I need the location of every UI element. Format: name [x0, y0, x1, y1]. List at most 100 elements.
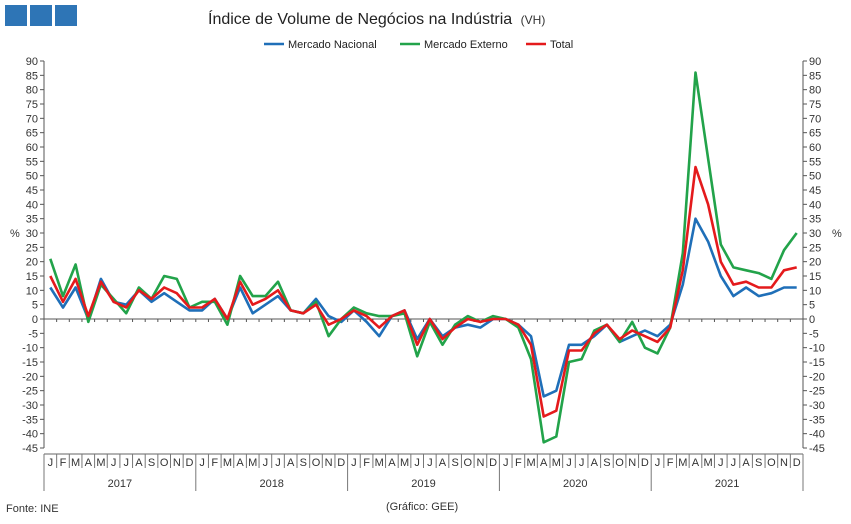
x-tick-label-month: J — [414, 457, 420, 469]
y-tick-label-right: 90 — [809, 56, 821, 68]
y-tick-label-left: 70 — [26, 113, 38, 125]
y-tick-label-right: -10 — [809, 343, 825, 355]
chart-title: Índice de Volume de Negócios na Indústri… — [208, 9, 545, 28]
y-tick-label-right: 15 — [809, 271, 821, 283]
y-tick-label-right: -30 — [809, 400, 825, 412]
x-tick-label-month: A — [236, 457, 244, 469]
graph-credit: (Gráfico: GEE) — [386, 501, 458, 513]
y-tick-label-right: 25 — [809, 242, 821, 254]
x-tick-label-month: J — [503, 457, 509, 469]
x-tick-label-month: J — [275, 457, 281, 469]
x-tick-label-month: N — [780, 457, 788, 469]
y-tick-label-left: 5 — [32, 300, 38, 312]
y-tick-label-right: -35 — [809, 414, 825, 426]
y-tick-label-left: -5 — [28, 328, 38, 340]
legend: Mercado Nacional Mercado Externo Total — [264, 39, 573, 51]
x-tick-label-month: A — [742, 457, 750, 469]
logo-square — [5, 5, 27, 26]
y-tick-label-right: 45 — [809, 185, 821, 197]
x-tick-label-month: J — [111, 457, 117, 469]
y-tick-label-left: -25 — [22, 386, 38, 398]
x-tick-label-month: M — [678, 457, 687, 469]
chart-title-suffix: (VH) — [521, 13, 546, 27]
x-tick-label-year: 2020 — [563, 478, 587, 490]
y-tick-label-right: 70 — [809, 113, 821, 125]
series-line-total — [49, 165, 797, 418]
x-tick-label-month: N — [325, 457, 333, 469]
logo-square — [30, 5, 52, 26]
x-tick-label-month: O — [312, 457, 321, 469]
x-tick-label-month: O — [463, 457, 472, 469]
y-tick-label-left: -35 — [22, 414, 38, 426]
y-tick-label-left: -30 — [22, 400, 38, 412]
x-tick-label-month: A — [287, 457, 295, 469]
axes: -45 -45 -40 -40 -35 -35 -30 -30 -25 -25 -20 -20 -15 -… — [22, 56, 825, 491]
y-tick-label-left: 20 — [26, 257, 38, 269]
y-axis-label-right: % — [832, 228, 842, 240]
y-tick-label-right: 55 — [809, 156, 821, 168]
x-tick-label-month: A — [692, 457, 700, 469]
y-tick-label-right: 40 — [809, 199, 821, 211]
y-tick-label-right: 85 — [809, 70, 821, 82]
y-tick-label-left: 90 — [26, 56, 38, 68]
y-axis-label-left: % — [10, 228, 20, 240]
y-tick-label-left: 35 — [26, 214, 38, 226]
y-tick-label-left: 65 — [26, 128, 38, 140]
x-tick-label-month: M — [71, 457, 80, 469]
x-tick-label-month: D — [489, 457, 497, 469]
y-tick-label-left: -45 — [22, 443, 38, 455]
x-tick-label-month: F — [363, 457, 370, 469]
logo-square — [55, 5, 77, 26]
x-tick-label-month: M — [96, 457, 105, 469]
x-tick-label-month: D — [185, 457, 193, 469]
x-tick-label-month: D — [337, 457, 345, 469]
y-tick-label-left: 55 — [26, 156, 38, 168]
x-tick-label-month: A — [135, 457, 143, 469]
y-tick-label-left: -15 — [22, 357, 38, 369]
x-tick-label-month: O — [767, 457, 776, 469]
y-tick-label-right: 50 — [809, 171, 821, 183]
x-tick-label-month: S — [451, 457, 458, 469]
y-tick-label-left: 15 — [26, 271, 38, 283]
y-tick-label-left: 30 — [26, 228, 38, 240]
x-tick-label-month: S — [755, 457, 762, 469]
logo-squares — [5, 5, 77, 26]
y-tick-label-left: 75 — [26, 99, 38, 111]
x-tick-label-month: M — [375, 457, 384, 469]
y-tick-label-left: 0 — [32, 314, 38, 326]
x-tick-label-month: M — [704, 457, 713, 469]
y-tick-label-right: -40 — [809, 429, 825, 441]
y-tick-label-right: -20 — [809, 371, 825, 383]
legend-label-mercado-externo: Mercado Externo — [424, 39, 508, 51]
x-tick-label-month: M — [552, 457, 561, 469]
x-tick-label-month: S — [300, 457, 307, 469]
x-tick-label-month: F — [667, 457, 674, 469]
y-tick-label-right: 20 — [809, 257, 821, 269]
y-tick-label-left: -40 — [22, 429, 38, 441]
x-tick-label-month: O — [615, 457, 624, 469]
x-tick-label-month: J — [718, 457, 724, 469]
x-tick-label-year: 2021 — [715, 478, 739, 490]
y-tick-label-right: 75 — [809, 99, 821, 111]
legend-label-total: Total — [550, 39, 573, 51]
x-tick-label-month: F — [211, 457, 218, 469]
x-tick-label-month: M — [223, 457, 232, 469]
y-tick-label-right: 80 — [809, 85, 821, 97]
y-tick-label-left: -20 — [22, 371, 38, 383]
x-tick-label-year: 2018 — [259, 478, 283, 490]
y-tick-label-left: 40 — [26, 199, 38, 211]
x-tick-label-month: A — [388, 457, 396, 469]
source-note: Fonte: INE — [6, 503, 59, 515]
x-tick-label-month: S — [603, 457, 610, 469]
y-tick-label-left: 50 — [26, 171, 38, 183]
x-tick-label-month: J — [351, 457, 357, 469]
y-tick-label-left: 25 — [26, 242, 38, 254]
y-tick-label-left: 45 — [26, 185, 38, 197]
series-group — [49, 71, 798, 444]
x-tick-label-month: F — [60, 457, 67, 469]
legend-label-mercado-nacional: Mercado Nacional — [288, 39, 377, 51]
x-tick-label-month: A — [591, 457, 599, 469]
x-tick-label-month: F — [515, 457, 522, 469]
x-tick-label-month: A — [85, 457, 93, 469]
